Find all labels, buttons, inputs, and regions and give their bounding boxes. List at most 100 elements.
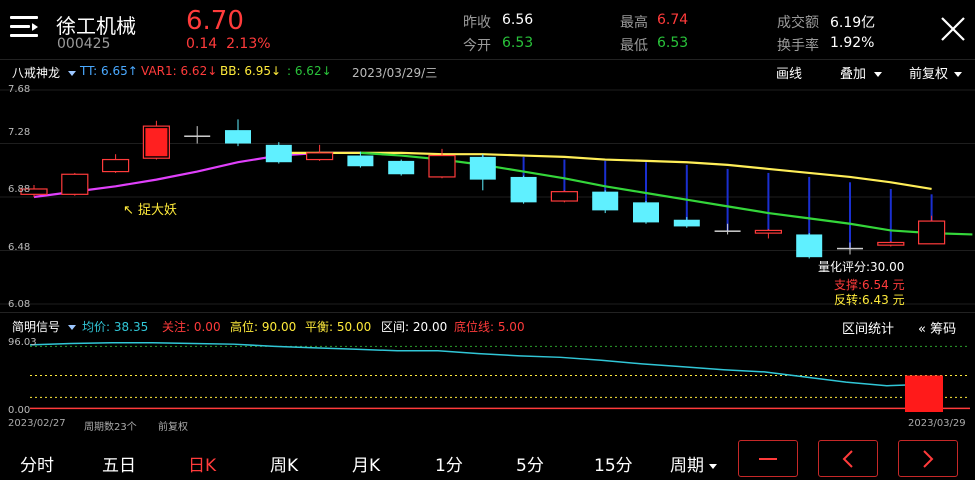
candle-body-down (388, 160, 415, 175)
signal-bar (905, 375, 943, 412)
support-level: 支撑:6.54 元 (834, 278, 905, 292)
indicator-selector[interactable]: 八戒神龙 (12, 64, 76, 81)
sub-value-avg: 均价: 38.35 (82, 320, 149, 334)
chips-button[interactable]: « 筹码 (918, 318, 956, 337)
tab-period-label: 周期 (670, 456, 704, 476)
indicator-name: 八戒神龙 (12, 66, 61, 80)
overlay-button[interactable]: 叠加 (840, 63, 883, 82)
candle-body-down (265, 144, 292, 163)
chevron-down-icon (709, 463, 718, 469)
candle-body-down (592, 191, 619, 211)
candle-body-up (306, 152, 334, 161)
stock-code: 000425 (57, 36, 111, 52)
tab-month-k[interactable]: 月K (352, 456, 381, 476)
minus-button[interactable] (738, 440, 798, 477)
candle-body-up (101, 158, 130, 173)
quote-label-open: 今开 (463, 38, 491, 54)
chevron-left-icon (842, 450, 853, 468)
price-change: 0.14 2.13% (186, 36, 271, 52)
chevron-down-icon (954, 72, 963, 77)
minus-icon (759, 458, 777, 460)
sub-y-axis-top: 96.03 (8, 337, 37, 348)
sub-indicator-name: 简明信号 (12, 320, 61, 334)
quote-value-turnover-rate: 1.92% (830, 35, 875, 51)
candle-body-down (347, 155, 374, 167)
quant-score: 量化评分:30.00 (818, 260, 905, 274)
candle-body-strong (145, 128, 168, 157)
next-button[interactable] (898, 440, 958, 477)
adjust-button[interactable]: 前复权 (909, 63, 963, 82)
quote-value-low: 6.53 (657, 35, 689, 51)
chevron-down-icon (67, 325, 76, 330)
y-axis-label-bottom: 6.08 (8, 299, 31, 310)
sub-value-balance: 平衡: 50.00 (305, 320, 372, 334)
candle-body-up (428, 154, 456, 178)
start-date: 2023/02/27 (8, 418, 66, 429)
tab-1min[interactable]: 1分 (435, 456, 463, 476)
quote-label-turnover-rate: 换手率 (777, 38, 819, 54)
close-icon[interactable] (938, 14, 968, 44)
current-price: 6.70 (186, 6, 244, 36)
chevron-down-icon (874, 72, 883, 77)
chevron-right-icon (923, 450, 934, 468)
sub-value-high: 高位: 90.00 (230, 320, 297, 334)
menu-icon[interactable] (10, 14, 38, 40)
y-axis-label-top: 7.68 (8, 84, 31, 95)
end-date: 2023/03/29 (908, 418, 966, 429)
quote-value-high: 6.74 (657, 12, 689, 28)
change-value: 0.14 (186, 36, 218, 52)
signal-chart[interactable] (0, 336, 975, 416)
candle-body-up (550, 191, 579, 202)
indicator-tt: TT: 6.65↑ (80, 64, 138, 78)
quote-label-prev-close: 昨收 (463, 15, 491, 31)
candle-body-up (917, 220, 946, 245)
stock-name: 徐工机械 (56, 14, 136, 38)
candle-body-up (754, 229, 783, 234)
sub-y-axis-bottom: 0.00 (8, 405, 31, 416)
chevron-down-icon (67, 71, 76, 76)
y-axis-label: 6.48 (8, 242, 31, 253)
sub-value-bottom: 底位线: 5.00 (454, 320, 525, 334)
candle-body-down (225, 130, 251, 144)
quote-value-prev-close: 6.56 (502, 12, 534, 28)
candle-body-down (837, 247, 863, 250)
tab-period[interactable]: 周期 (670, 451, 718, 476)
candle-body-up (20, 188, 48, 195)
chips-label: 筹码 (930, 322, 957, 337)
adjust-label: 前复权 (909, 67, 949, 82)
kline-chart[interactable] (0, 82, 975, 312)
tab-five-day[interactable]: 五日 (102, 456, 136, 476)
candle-body-down (184, 135, 211, 137)
candle-body-down (633, 202, 659, 223)
overlay-label: 叠加 (840, 67, 867, 82)
tab-intraday[interactable]: 分时 (20, 456, 54, 476)
y-axis-label: 6.88 (8, 184, 31, 195)
sub-value-focus: 关注: 0.00 (162, 320, 221, 334)
sub-value-range: 区间: 20.00 (381, 320, 448, 334)
candle-body-up (61, 173, 89, 195)
tab-week-k[interactable]: 周K (270, 456, 299, 476)
candle-body-down (673, 219, 700, 227)
candle-body-down (469, 156, 496, 180)
candle-body-down (714, 230, 741, 232)
adjust-mode: 前复权 (158, 422, 188, 433)
sub-indicator-selector[interactable]: 简明信号 (12, 318, 76, 335)
double-chevron-left-icon: « (918, 322, 926, 337)
tab-day-k[interactable]: 日K (188, 456, 217, 476)
tab-5min[interactable]: 5分 (516, 456, 544, 476)
draw-line-button[interactable]: 画线 (776, 67, 803, 82)
candle-body-up (877, 241, 905, 246)
series-line-green (360, 151, 973, 236)
indicator-value: : 6.62↓ (287, 64, 332, 78)
cursor-date: 2023/03/29/三 (352, 66, 438, 80)
previous-button[interactable] (818, 440, 878, 477)
tab-15min[interactable]: 15分 (594, 456, 633, 476)
candle-body-down (796, 234, 823, 258)
range-stats-button[interactable]: 区间统计 (842, 322, 895, 337)
y-axis-label: 7.28 (8, 127, 31, 138)
reversal-level: 反转:6.43 元 (834, 293, 905, 307)
quote-value-open: 6.53 (502, 35, 534, 51)
indicator-bb: BB: 6.95↓ (220, 64, 282, 78)
quote-label-low: 最低 (620, 38, 648, 54)
catch-signal-annotation: ↖ 捉大妖 (123, 203, 178, 218)
